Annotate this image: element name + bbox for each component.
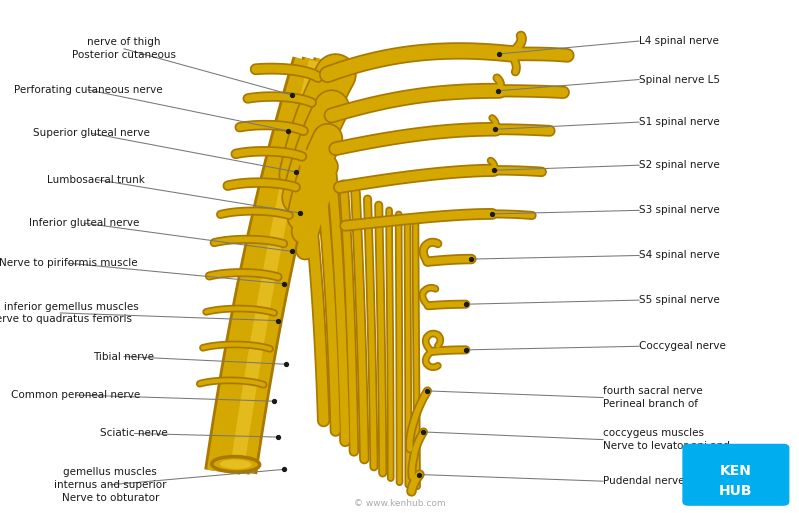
Text: Nerve to piriformis muscle: Nerve to piriformis muscle [0,258,137,268]
Ellipse shape [220,460,252,469]
Text: S4 spinal nerve: S4 spinal nerve [639,250,720,261]
Text: Nerve to quadratus femoris: Nerve to quadratus femoris [0,314,132,324]
Text: nerve of thigh: nerve of thigh [87,37,161,47]
Text: and inferior gemellus muscles: and inferior gemellus muscles [0,302,139,311]
Text: internus and superior: internus and superior [54,480,166,490]
Text: S3 spinal nerve: S3 spinal nerve [639,205,720,215]
Text: L4 spinal nerve: L4 spinal nerve [639,36,719,46]
Text: Superior gluteal nerve: Superior gluteal nerve [34,128,150,139]
Text: © www.kenhub.com: © www.kenhub.com [354,499,445,508]
Text: gemellus muscles: gemellus muscles [63,467,157,477]
Text: Nerve to obturator: Nerve to obturator [62,492,159,503]
Text: Inferior gluteal nerve: Inferior gluteal nerve [29,218,139,228]
Text: Perineal branch of: Perineal branch of [603,399,698,409]
Text: Perforating cutaneous nerve: Perforating cutaneous nerve [14,85,162,95]
Text: S5 spinal nerve: S5 spinal nerve [639,295,720,305]
Text: Coccygeal nerve: Coccygeal nerve [639,341,726,351]
Text: Tibial nerve: Tibial nerve [93,351,154,362]
Text: Spinal nerve L5: Spinal nerve L5 [639,74,720,85]
Text: Lumbosacral trunk: Lumbosacral trunk [47,174,145,185]
Text: Sciatic nerve: Sciatic nerve [101,428,168,439]
Ellipse shape [212,457,260,472]
Text: fourth sacral nerve: fourth sacral nerve [603,386,703,396]
Text: S1 spinal nerve: S1 spinal nerve [639,117,720,127]
Text: S2 spinal nerve: S2 spinal nerve [639,160,720,170]
Text: Nerve to levator ani and: Nerve to levator ani and [603,441,730,451]
Text: HUB: HUB [719,484,753,499]
Text: Posterior cutaneous: Posterior cutaneous [72,50,176,60]
Text: Pudendal nerve: Pudendal nerve [603,476,685,486]
Text: KEN: KEN [720,464,752,478]
Text: coccygeus muscles: coccygeus muscles [603,428,704,438]
FancyBboxPatch shape [682,444,789,506]
Text: Common peroneal nerve: Common peroneal nerve [11,390,141,400]
